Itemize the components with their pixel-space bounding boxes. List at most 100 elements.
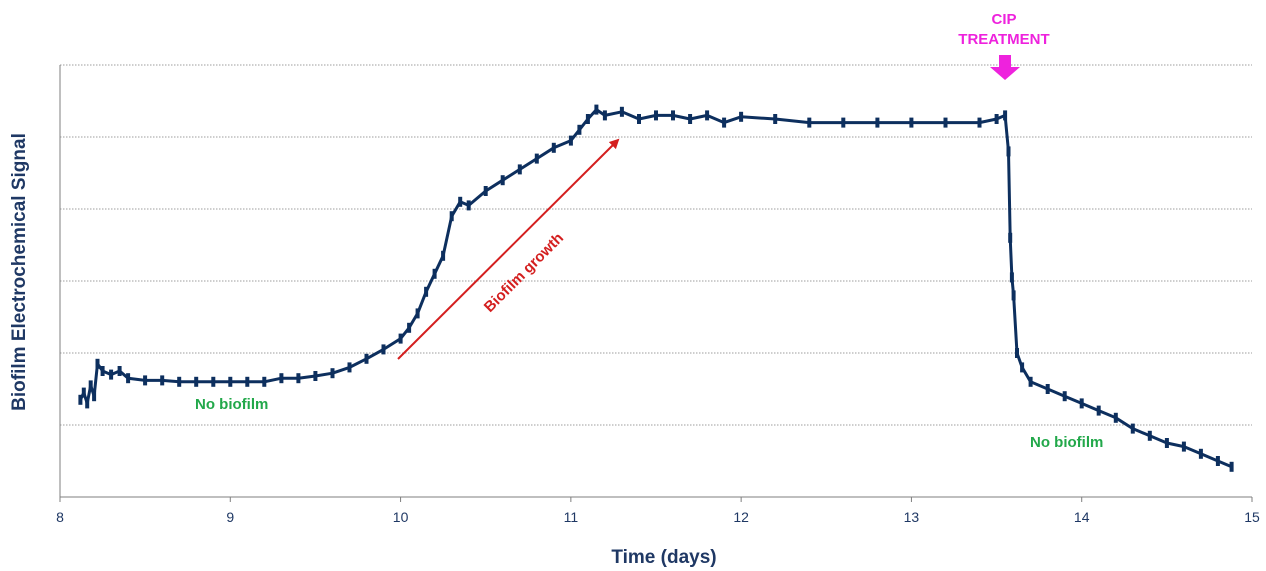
x-tick-label: 13 bbox=[904, 509, 920, 525]
data-point bbox=[449, 211, 454, 222]
data-point bbox=[1015, 348, 1019, 358]
data-point bbox=[1198, 448, 1203, 459]
data-point bbox=[1229, 461, 1234, 472]
data-point bbox=[875, 117, 880, 128]
data-point bbox=[1006, 146, 1011, 157]
data-point bbox=[943, 117, 948, 128]
data-point bbox=[1096, 405, 1101, 416]
x-tick-label: 9 bbox=[226, 509, 234, 525]
data-point bbox=[1113, 412, 1118, 423]
data-point bbox=[619, 106, 624, 117]
data-point bbox=[500, 175, 505, 186]
data-point bbox=[92, 391, 97, 402]
cip-label-line1: CIP bbox=[991, 11, 1016, 28]
data-point bbox=[177, 376, 182, 387]
data-point bbox=[211, 376, 216, 387]
data-point bbox=[262, 376, 267, 387]
data-point bbox=[407, 322, 412, 333]
series-layer bbox=[78, 104, 1234, 472]
data-point bbox=[1011, 290, 1016, 301]
data-point bbox=[228, 376, 233, 387]
data-point bbox=[602, 110, 607, 121]
x-tick-label: 11 bbox=[564, 509, 579, 525]
data-point bbox=[534, 153, 539, 164]
x-tick-label: 15 bbox=[1244, 509, 1260, 525]
data-point bbox=[1009, 272, 1014, 283]
data-point bbox=[100, 366, 105, 376]
data-point bbox=[88, 380, 93, 391]
biofilm-growth-arrow bbox=[397, 138, 620, 360]
data-point bbox=[705, 110, 710, 121]
data-point bbox=[1147, 430, 1152, 441]
data-point bbox=[245, 376, 250, 387]
data-point bbox=[95, 358, 100, 369]
data-point bbox=[1020, 362, 1025, 373]
data-point bbox=[347, 362, 352, 373]
data-point bbox=[654, 110, 658, 121]
data-point bbox=[637, 114, 641, 124]
data-point bbox=[160, 375, 165, 386]
data-point bbox=[1008, 232, 1013, 243]
data-point bbox=[1164, 438, 1169, 448]
data-point bbox=[381, 344, 386, 355]
data-point bbox=[330, 368, 335, 379]
no-biofilm-left-label: No biofilm bbox=[195, 396, 268, 413]
data-point bbox=[594, 104, 599, 115]
data-point bbox=[458, 196, 463, 207]
data-point bbox=[1130, 423, 1135, 434]
data-point bbox=[568, 135, 573, 146]
cip-label-line2: TREATMENT bbox=[958, 31, 1049, 48]
data-point bbox=[577, 124, 582, 135]
series-line bbox=[79, 108, 1233, 469]
data-point bbox=[279, 373, 284, 384]
data-point bbox=[517, 164, 522, 175]
no-biofilm-right-label: No biofilm bbox=[1030, 434, 1103, 451]
data-point bbox=[466, 200, 471, 211]
gridlines bbox=[60, 64, 1252, 426]
data-point bbox=[85, 398, 90, 409]
x-tick-label: 14 bbox=[1074, 509, 1090, 525]
data-point bbox=[126, 373, 131, 384]
data-point bbox=[117, 366, 122, 376]
data-point bbox=[722, 117, 727, 128]
data-point bbox=[296, 373, 301, 384]
x-tick-label: 10 bbox=[393, 509, 409, 525]
data-point bbox=[424, 286, 429, 297]
data-point bbox=[585, 114, 590, 124]
y-axis-title: Biofilm Electrochemical Signal bbox=[9, 133, 30, 411]
data-point bbox=[1062, 391, 1067, 402]
x-tick-label: 12 bbox=[733, 509, 749, 525]
data-point bbox=[977, 117, 982, 128]
data-point bbox=[78, 394, 83, 405]
data-point bbox=[1003, 110, 1008, 121]
data-point bbox=[109, 369, 114, 380]
data-point bbox=[81, 387, 86, 398]
biofilm-growth-label: Biofilm growth bbox=[481, 230, 567, 316]
data-point bbox=[807, 117, 812, 128]
data-point bbox=[483, 186, 488, 196]
data-point bbox=[1028, 376, 1033, 387]
data-point bbox=[1045, 384, 1050, 394]
x-tick-label: 8 bbox=[56, 509, 64, 525]
data-point bbox=[194, 376, 199, 387]
data-point bbox=[909, 117, 914, 128]
data-point bbox=[773, 114, 778, 124]
data-point bbox=[671, 110, 675, 121]
data-point bbox=[1079, 398, 1084, 409]
data-point bbox=[415, 308, 420, 319]
data-point bbox=[841, 117, 846, 128]
data-point bbox=[432, 268, 437, 279]
data-point bbox=[398, 333, 403, 344]
data-point bbox=[1215, 456, 1220, 466]
data-point bbox=[313, 371, 318, 381]
data-point bbox=[688, 114, 693, 124]
data-point bbox=[143, 375, 148, 386]
x-axis-title: Time (days) bbox=[611, 547, 716, 568]
data-point bbox=[739, 111, 744, 122]
data-point bbox=[551, 142, 556, 153]
cip-arrow-icon bbox=[990, 55, 1020, 80]
data-point bbox=[1181, 441, 1186, 452]
x-axis-ticks: 8 9 10 11 12 13 14 15 bbox=[56, 497, 1260, 525]
data-point bbox=[364, 353, 369, 364]
